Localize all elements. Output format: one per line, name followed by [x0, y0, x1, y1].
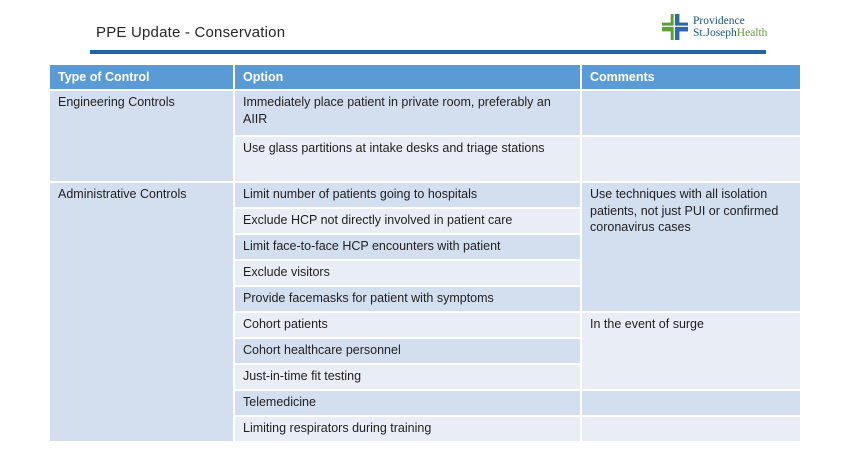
- cell-comment-surge: In the event of surge: [582, 313, 800, 389]
- logo-health: Health: [736, 27, 768, 39]
- table-row: Exclude HCP not directly involved in pat…: [50, 209, 800, 233]
- header-comments: Comments: [582, 65, 800, 89]
- cell-comment: [582, 417, 800, 441]
- cell-option: Telemedicine: [235, 391, 580, 415]
- table-row: Engineering Controls Immediately place p…: [50, 91, 800, 181]
- logo-wordmark: Providence St.JosephHealth: [693, 15, 767, 39]
- cell-comment-isolation: Use techniques with all isolation patien…: [582, 183, 800, 311]
- cross-icon: [662, 14, 688, 40]
- cell-option: Limit face-to-face HCP encounters with p…: [235, 235, 580, 259]
- title-underline: [90, 50, 766, 54]
- cell-option: Cohort patients: [235, 313, 580, 337]
- table-row: Cohort healthcare personnel: [50, 339, 800, 363]
- cell-option: Cohort healthcare personnel: [235, 339, 580, 363]
- providence-logo: Providence St.JosephHealth: [662, 14, 767, 40]
- header-option: Option: [235, 65, 580, 89]
- cell-type-engineering: Engineering Controls: [50, 91, 233, 181]
- cell-comment: [582, 391, 800, 415]
- table-row: Exclude visitors: [50, 261, 800, 285]
- cell-option: Exclude visitors: [235, 261, 580, 285]
- cell-option: Exclude HCP not directly involved in pat…: [235, 209, 580, 233]
- cell-comment: [582, 91, 800, 135]
- logo-line1: Providence: [693, 15, 745, 27]
- page-title: PPE Update - Conservation: [96, 24, 286, 41]
- table-row: Telemedicine: [50, 391, 800, 415]
- table-row: Administrative Controls Limit number of …: [50, 183, 800, 441]
- table-row: Cohort patients In the event of surge: [50, 313, 800, 389]
- table-row: Limiting respirators during training: [50, 417, 800, 441]
- table-row: Provide facemasks for patient with sympt…: [50, 287, 800, 311]
- table-header-row: Type of Control Option Comments: [50, 65, 800, 89]
- logo-line2: St.JosephHealth: [693, 27, 767, 39]
- cell-option: Immediately place patient in private roo…: [235, 91, 580, 135]
- cell-option: Just-in-time fit testing: [235, 365, 580, 389]
- header-type-of-control: Type of Control: [50, 65, 233, 89]
- cell-type-administrative: Administrative Controls: [50, 183, 233, 441]
- logo-stjoseph: St.Joseph: [693, 27, 737, 39]
- table-row: Just-in-time fit testing: [50, 365, 800, 389]
- table-row: Use glass partitions at intake desks and…: [50, 137, 800, 181]
- cell-option: Use glass partitions at intake desks and…: [235, 137, 580, 181]
- cell-option: Provide facemasks for patient with sympt…: [235, 287, 580, 311]
- cell-comment: [582, 137, 800, 181]
- ppe-conservation-table: Type of Control Option Comments Engineer…: [48, 63, 802, 443]
- table-row: Limit face-to-face HCP encounters with p…: [50, 235, 800, 259]
- cell-option: Limiting respirators during training: [235, 417, 580, 441]
- cell-option: Limit number of patients going to hospit…: [235, 183, 580, 207]
